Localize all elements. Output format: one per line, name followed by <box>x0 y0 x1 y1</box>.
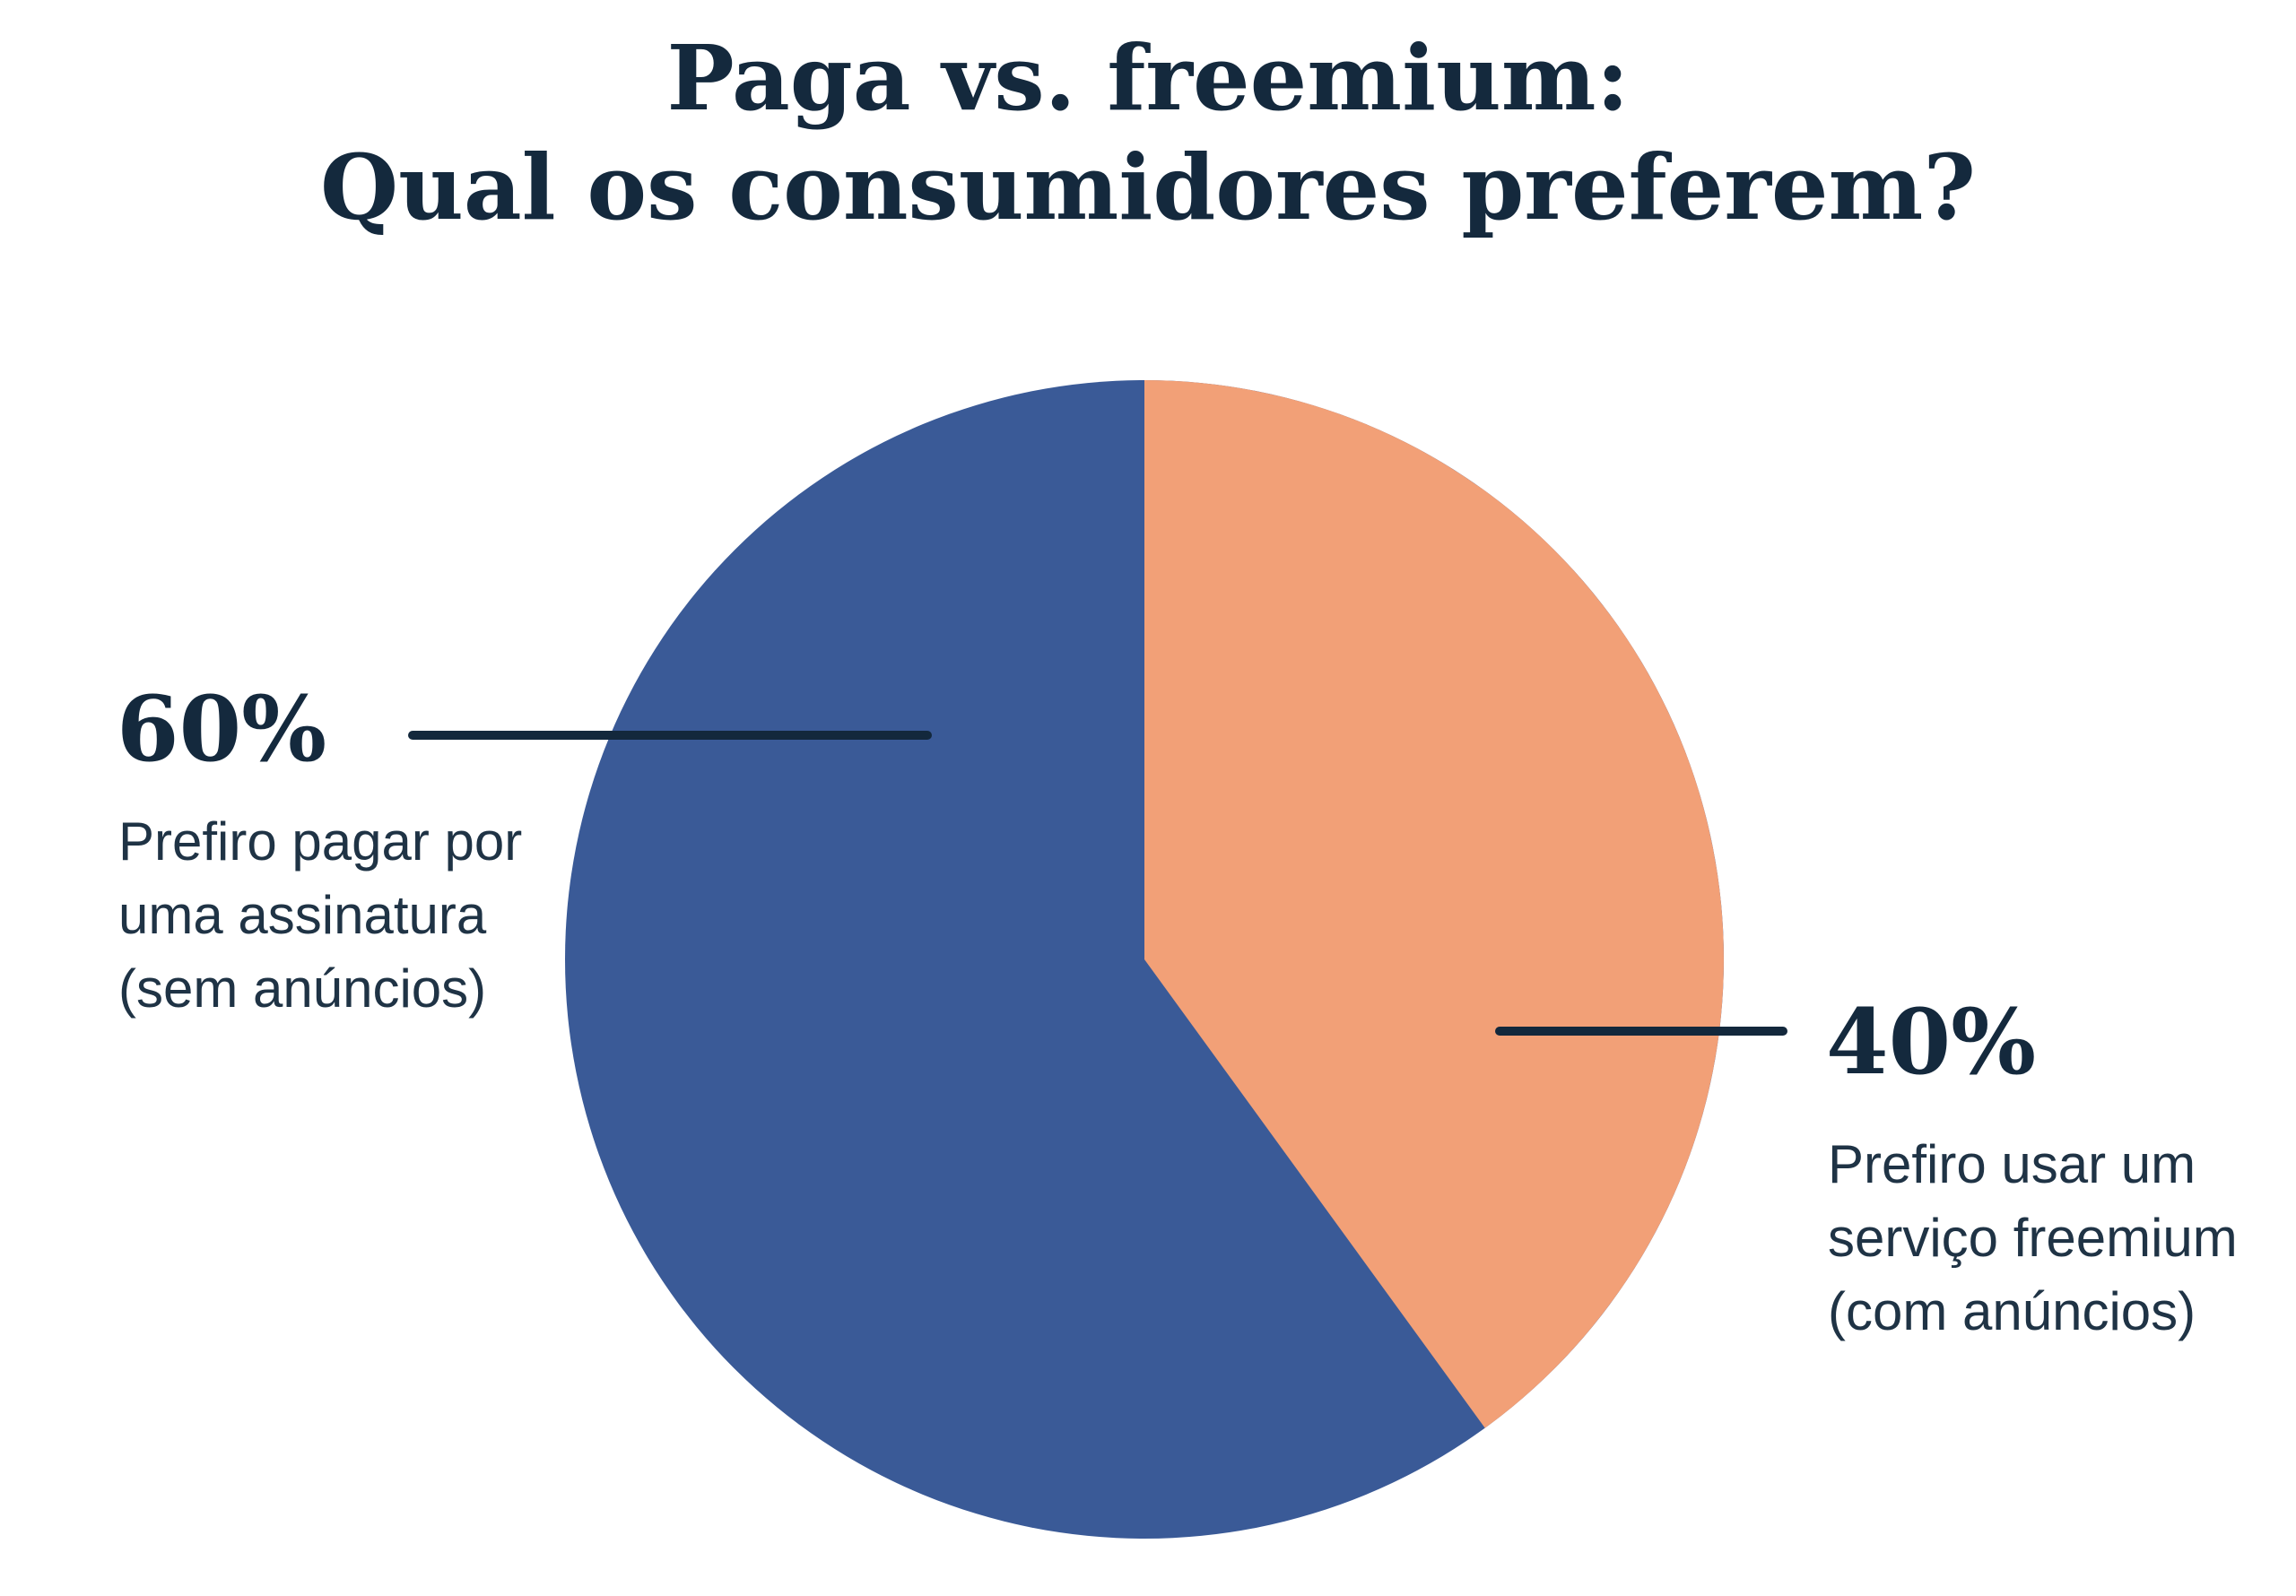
slice-label-freemium-line-1: Prefiro usar um <box>1828 1134 2196 1194</box>
slice-label-paid-line-1: Prefiro pagar por <box>118 811 523 872</box>
slice-label-freemium: Prefiro usar um serviço freemium (com an… <box>1828 1128 2238 1349</box>
chart-title-line-1: Paga vs. freemium: <box>666 25 1630 131</box>
pie-slice-freemium <box>1144 380 1724 1428</box>
slice-label-paid: Prefiro pagar por uma assinatura (sem an… <box>118 805 522 1026</box>
percent-label-paid: 60% <box>117 676 327 782</box>
slice-label-freemium-line-3: (com anúncios) <box>1828 1281 2196 1341</box>
percent-label-freemium: 40% <box>1826 989 2037 1095</box>
chart-title: Paga vs. freemium: Qual os consumidores … <box>0 23 2296 242</box>
slice-label-freemium-line-2: serviço freemium <box>1828 1208 2238 1268</box>
slice-label-paid-line-2: uma assinatura <box>118 885 487 945</box>
chart-title-line-2: Qual os consumidores preferem? <box>320 134 1976 240</box>
slice-label-paid-line-3: (sem anúncios) <box>118 958 487 1019</box>
